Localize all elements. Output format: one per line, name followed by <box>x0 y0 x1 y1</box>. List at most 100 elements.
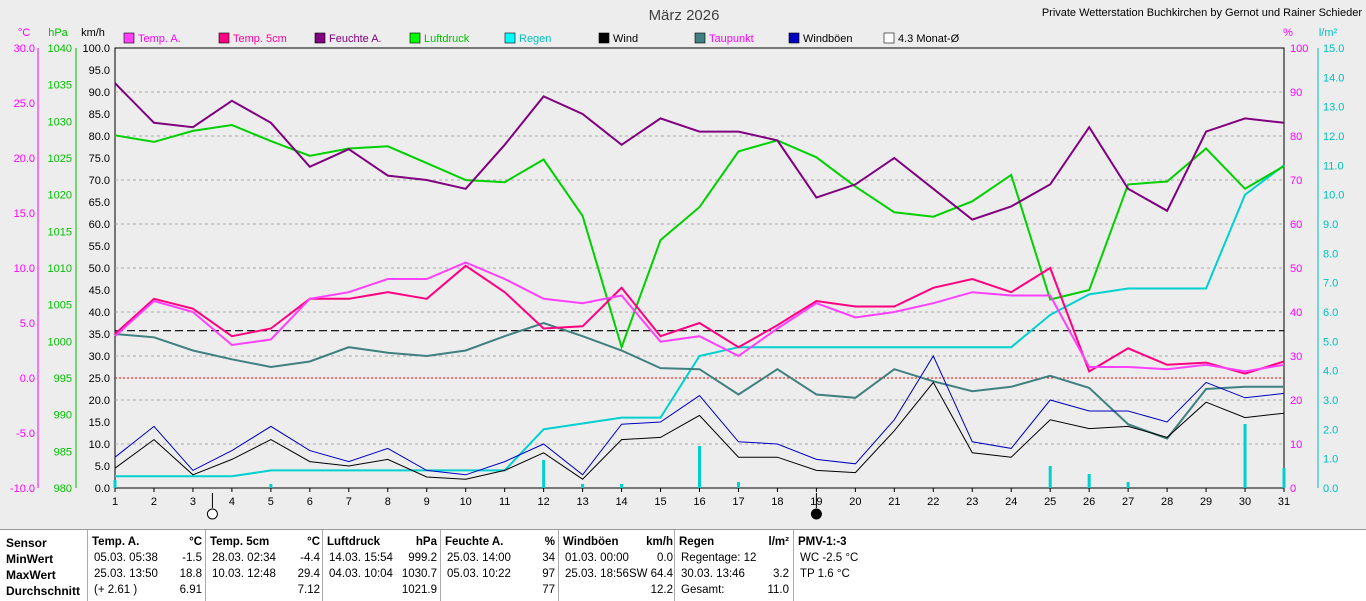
temp-tick: -10.0 <box>10 483 35 495</box>
cell-value: 7.12 <box>297 584 320 596</box>
legend-swatch <box>314 32 326 44</box>
cell-label: 04.03. 10:04 <box>329 568 393 580</box>
legend-swatch <box>694 32 706 44</box>
legend-swatch <box>598 32 610 44</box>
humidity-tick: 20 <box>1290 395 1302 407</box>
daily-rain-bar <box>542 460 546 488</box>
wind-tick: 85.0 <box>89 109 110 121</box>
daily-rain-bar <box>1087 474 1091 488</box>
column-unit: hPa <box>415 536 437 548</box>
day-label: 24 <box>1005 496 1017 508</box>
humidity-tick: 90 <box>1290 87 1302 99</box>
column-unit: km/h <box>646 536 673 548</box>
series-feuchte-a <box>114 82 1285 221</box>
temp-tick: 25.0 <box>14 98 35 110</box>
column-unit: °C <box>189 536 202 548</box>
wind-tick: 35.0 <box>89 329 110 341</box>
wind-tick: 25.0 <box>89 373 110 385</box>
column-divider <box>558 530 559 601</box>
cell-label: 14.03. 15:54 <box>329 552 393 564</box>
rain-tick: 9.0 <box>1323 219 1338 231</box>
cell-value: 6.91 <box>179 584 202 596</box>
cell-label: 25.03. 13:50 <box>94 568 158 580</box>
day-label: 12 <box>538 496 550 508</box>
humidity-tick: 100 <box>1290 43 1308 55</box>
temp-tick: -5.0 <box>16 428 35 440</box>
wind-tick: 95.0 <box>89 65 110 77</box>
daily-rain-bar <box>269 484 273 488</box>
humidity-tick: 70 <box>1290 175 1302 187</box>
pressure-tick: 1020 <box>48 190 72 202</box>
temp-tick: 0.0 <box>20 373 35 385</box>
chart-title: März 2026 <box>649 7 720 24</box>
pressure-tick: 1005 <box>48 300 72 312</box>
day-label: 2 <box>151 496 157 508</box>
cell-label: 25.03. 14:00 <box>447 552 511 564</box>
pressure-tick: 985 <box>54 446 72 458</box>
cell-value: 29.4 <box>297 568 320 580</box>
temp-tick: 30.0 <box>14 43 35 55</box>
cell-label: (+ 2.61 ) <box>94 584 138 596</box>
wind-tick: 10.0 <box>89 439 110 451</box>
cell-label: TP 1.6 °C <box>800 568 850 580</box>
legend-label: Feuchte A. <box>329 33 382 45</box>
stats-table: Sensor MinWert MaxWert Durchschnitt Temp. A.… <box>0 529 1366 601</box>
series-regen <box>115 164 1285 478</box>
wind-tick: 60.0 <box>89 219 110 231</box>
legend-swatch <box>883 32 895 44</box>
row-label: MinWert <box>6 552 54 566</box>
pressure-tick: 1015 <box>48 226 72 238</box>
column-divider <box>674 530 675 601</box>
daily-rain-bar <box>113 480 117 488</box>
day-label: 31 <box>1278 496 1290 508</box>
rain-tick: 14.0 <box>1323 72 1344 84</box>
humidity-tick: 50 <box>1290 263 1302 275</box>
column-title: Temp. 5cm <box>210 536 270 548</box>
pressure-tick: 1010 <box>48 263 72 275</box>
temp-tick: 15.0 <box>14 208 35 220</box>
wind-tick: 50.0 <box>89 263 110 275</box>
legend-swatch <box>218 32 230 44</box>
cell-value: 1030.7 <box>401 568 437 580</box>
rain-tick: 4.0 <box>1323 366 1338 378</box>
day-label: 13 <box>576 496 588 508</box>
column-divider <box>793 530 794 601</box>
day-label: 9 <box>424 496 430 508</box>
day-label: 8 <box>385 496 391 508</box>
day-label: 4 <box>229 496 235 508</box>
cell-value: 97 <box>542 568 555 580</box>
day-label: 3 <box>190 496 196 508</box>
day-label: 27 <box>1122 496 1134 508</box>
wind-tick: 40.0 <box>89 307 110 319</box>
day-label: 11 <box>499 496 510 508</box>
legend-swatch <box>123 32 135 44</box>
temp-tick: 10.0 <box>14 263 35 275</box>
humidity-tick: 30 <box>1290 351 1302 363</box>
pressure-tick: 1040 <box>48 43 72 55</box>
cell-value: 1021.9 <box>401 584 437 596</box>
cell-value: 11.0 <box>767 584 789 596</box>
legend-label: Windböen <box>803 33 853 45</box>
rain-tick: 3.0 <box>1323 395 1338 407</box>
humidity-tick: 0 <box>1290 483 1296 495</box>
wind-tick: 80.0 <box>89 131 110 143</box>
daily-rain-bar <box>1243 424 1247 488</box>
wind-tick: 45.0 <box>89 285 110 297</box>
rain-tick: 5.0 <box>1323 336 1338 348</box>
column-title: Windböen <box>563 536 619 548</box>
humidity-tick: 80 <box>1290 131 1302 143</box>
cell-label: 28.03. 02:34 <box>212 552 276 564</box>
day-label: 26 <box>1083 496 1095 508</box>
pressure-tick: 1030 <box>48 116 72 128</box>
cell-label: Gesamt: <box>681 584 725 596</box>
column-title: PMV-1:-3 <box>798 536 847 548</box>
cell-value: -4.4 <box>300 552 320 564</box>
daily-rain-bar <box>620 484 624 488</box>
humidity-tick: 40 <box>1290 307 1302 319</box>
wind-tick: 15.0 <box>89 417 110 429</box>
pressure-tick: 990 <box>54 410 72 422</box>
day-label: 23 <box>966 496 978 508</box>
row-label: MaxWert <box>6 568 56 582</box>
temp-unit: °C <box>18 27 30 39</box>
cell-value: 999.2 <box>408 552 437 564</box>
